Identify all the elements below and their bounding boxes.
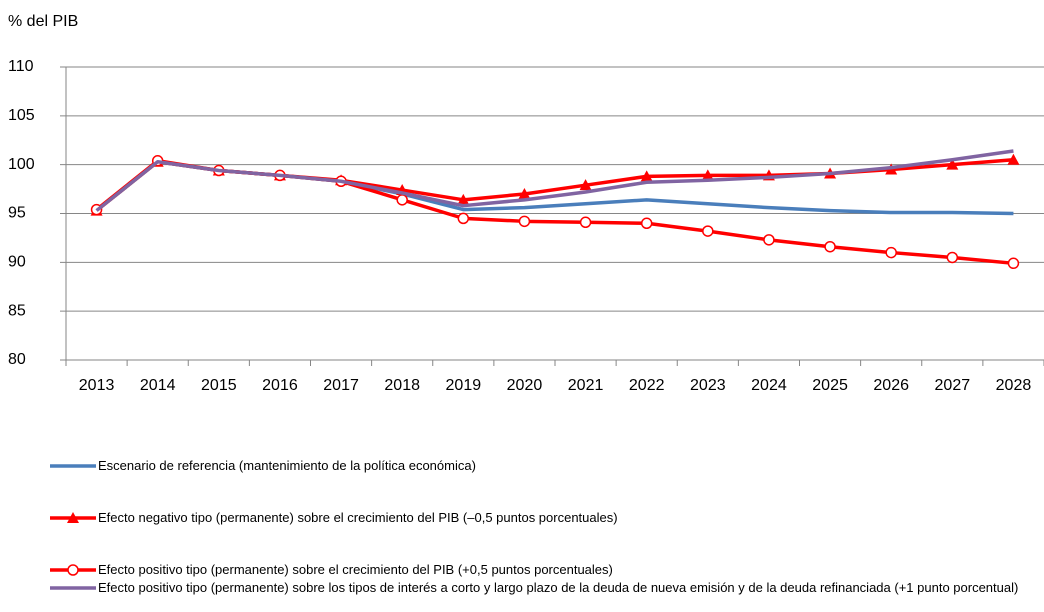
- marker: [702, 225, 714, 237]
- marker: [946, 158, 959, 170]
- x-tick-label: 2013: [79, 377, 115, 394]
- marker: [579, 179, 592, 191]
- x-tick-label: 2025: [812, 377, 848, 394]
- legend-label: Escenario de referencia (mantenimiento d…: [98, 458, 476, 473]
- y-tick-label: 105: [8, 107, 35, 124]
- x-tick-label: 2022: [629, 377, 665, 394]
- y-tick-label: 100: [8, 156, 35, 173]
- x-tick-label: 2016: [262, 377, 298, 394]
- legend-label: Efecto positivo tipo (permanente) sobre …: [98, 580, 1019, 595]
- x-tick-label: 2024: [751, 377, 787, 394]
- y-axis-label: % del PIB: [8, 13, 78, 30]
- series-line: [95, 149, 1014, 212]
- marker: [67, 512, 79, 523]
- marker: [763, 234, 775, 246]
- y-tick-label: 80: [8, 351, 26, 368]
- marker: [946, 251, 959, 264]
- marker: [885, 246, 897, 259]
- marker: [1007, 153, 1020, 165]
- y-tick-label: 110: [8, 58, 34, 75]
- legend-label: Efecto negativo tipo (permanente) sobre …: [98, 510, 618, 525]
- marker: [640, 170, 653, 182]
- marker: [518, 187, 531, 199]
- x-tick-label: 2017: [323, 377, 359, 394]
- marker: [457, 212, 470, 225]
- y-tick-label: 90: [8, 254, 26, 271]
- x-tick-label: 2021: [568, 377, 604, 394]
- x-tick-label: 2028: [996, 377, 1032, 394]
- marker: [1007, 257, 1020, 270]
- marker: [457, 193, 470, 205]
- y-tick-label: 95: [8, 205, 26, 222]
- x-tick-label: 2015: [201, 377, 237, 394]
- x-tick-label: 2019: [446, 377, 482, 394]
- x-tick-label: 2023: [690, 377, 726, 394]
- marker: [579, 216, 592, 229]
- marker: [518, 215, 531, 228]
- legend-label: Efecto positivo tipo (permanente) sobre …: [98, 562, 613, 577]
- marker: [640, 217, 653, 230]
- x-tick-label: 2026: [873, 377, 909, 394]
- marker: [396, 194, 408, 206]
- marker: [701, 169, 714, 181]
- x-tick-label: 2027: [935, 377, 971, 394]
- marker: [824, 240, 836, 253]
- y-tick-label: 85: [8, 302, 26, 319]
- x-tick-label: 2018: [384, 377, 420, 394]
- marker: [67, 564, 79, 576]
- x-tick-label: 2020: [507, 377, 543, 394]
- x-tick-label: 2014: [140, 377, 176, 394]
